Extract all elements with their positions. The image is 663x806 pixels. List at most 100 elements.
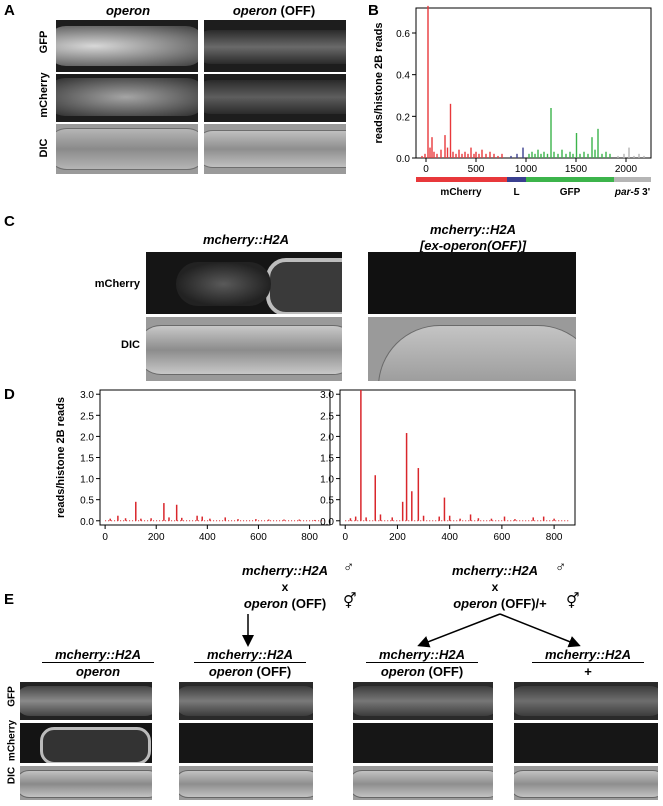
cross1-x: x — [281, 580, 289, 594]
micrograph-a-gfp-operon — [56, 20, 198, 72]
micrograph-e2-dic — [179, 766, 313, 800]
panel-b-track-segment — [416, 177, 507, 182]
micrograph-e3-dic — [353, 766, 493, 800]
panel-d-right-ytick-label: 2.5 — [320, 411, 334, 422]
genotype1-line — [42, 662, 154, 663]
panel-d-left-xtick-label: 600 — [250, 532, 267, 543]
panel-d-right-xtick-label: 800 — [546, 532, 563, 543]
micrograph-e1-mcherry — [20, 723, 152, 763]
cross2-x: x — [491, 580, 499, 594]
micrograph-a-gfp-operon-off — [204, 20, 346, 72]
cross2-female-genotype: operon (OFF)/+ — [453, 596, 547, 611]
panel-c-header-mcherry-h2a: mcherry::H2A — [203, 232, 289, 247]
panel-a-row-mcherry: mCherry — [38, 72, 50, 118]
panel-b-track-segment — [526, 177, 614, 182]
panel-d-ylabel: reads/histone 2B reads — [55, 397, 67, 518]
panel-b-frame — [415, 7, 652, 159]
micrograph-a-dic-operon — [56, 124, 198, 174]
panel-d-left-xtick-label: 200 — [148, 532, 165, 543]
panel-b-ytick-label: 0.6 — [396, 29, 410, 40]
panel-b-ylabel: reads/histone 2B reads — [373, 22, 385, 143]
panel-d-right-ytick-label: 1.5 — [320, 454, 334, 465]
micrograph-c-mcherry-h2a — [146, 252, 342, 314]
cross1-female-genotype: operon (OFF) — [243, 596, 327, 611]
panel-b-ytick-label: 0.0 — [396, 154, 410, 165]
panel-b-track-label-linker: L — [513, 187, 519, 198]
panel-d-right-ytick-label: 1.0 — [320, 475, 334, 486]
panel-label-b: B — [368, 2, 379, 19]
panel-b-xtick-label: 500 — [468, 164, 485, 175]
panel-a-row-gfp: GFP — [38, 30, 50, 54]
panel-c-header-mcherry-h2a-2: mcherry::H2A — [430, 222, 516, 237]
genotype1-top: mcherry::H2A — [55, 647, 141, 662]
panel-c-row-mcherry: mCherry — [94, 278, 140, 290]
panel-d-left-ytick-label: 1.0 — [80, 475, 94, 486]
panel-b-coverage-chart: 0.0 0.2 0.4 0.6 0 500 1000 1500 2000 reads/histon… — [373, 5, 652, 198]
panel-d-right-xtick-label: 200 — [389, 532, 406, 543]
panel-d-left-ytick-label: 2.5 — [80, 411, 94, 422]
panel-d-left-ytick-label: 3.0 — [80, 390, 94, 401]
genotype2-top: mcherry::H2A — [207, 647, 293, 662]
genotype2-line — [194, 662, 306, 663]
micrograph-e2-mcherry — [179, 723, 313, 763]
cross1-male-genotype: mcherry::H2A — [242, 563, 328, 578]
panel-b-xtick-label: 1500 — [565, 164, 588, 175]
panel-d-left-ytick-label: 0.0 — [80, 517, 94, 528]
panel-label-d: D — [4, 386, 15, 403]
panel-d-left-frame — [99, 389, 331, 526]
panel-e-row-dic: DIC — [6, 766, 18, 785]
panel-b-xtick-label: 1000 — [515, 164, 538, 175]
panel-b-ytick-label: 0.2 — [396, 112, 410, 123]
genotype3-bottom: operon (OFF) — [380, 664, 464, 679]
panel-label-c: C — [4, 213, 15, 230]
micrograph-a-mcherry-operon-off — [204, 74, 346, 122]
genotype4-bottom: + — [584, 664, 592, 679]
micrograph-e1-dic — [20, 766, 152, 800]
panel-a-header-operon: operon — [105, 3, 151, 18]
micrograph-e3-mcherry — [353, 723, 493, 763]
panel-d-left-ytick-label: 2.0 — [80, 432, 94, 443]
arrow-cross2-left — [417, 613, 501, 648]
micrograph-c-dic-mcherry-h2a — [146, 317, 342, 381]
micrograph-a-dic-operon-off — [204, 124, 346, 174]
panel-b-track-segment — [614, 177, 651, 182]
panel-a-header-operon-off: operon (OFF) — [232, 3, 316, 18]
panel-b-track-label-par5: par-5 3' — [614, 187, 650, 198]
panel-c-row-dic: DIC — [121, 339, 140, 351]
panel-d-right-xtick-label: 600 — [494, 532, 511, 543]
micrograph-e4-gfp — [514, 682, 658, 720]
genotype4-top: mcherry::H2A — [545, 647, 631, 662]
panel-d-left-ytick-label: 0.5 — [80, 496, 94, 507]
cross1-male-symbol: ♂ — [343, 559, 355, 576]
cross1-herm-symbol: ⚥ — [343, 593, 357, 610]
cross-arrows — [242, 613, 581, 648]
genotype4-line — [532, 662, 644, 663]
micrograph-a-mcherry-operon — [56, 74, 198, 122]
panel-d-right-ytick-label: 2.0 — [320, 432, 334, 443]
panel-b-track-label-mcherry: mCherry — [440, 187, 482, 198]
panel-d-right-xtick-label: 400 — [441, 532, 458, 543]
micrograph-c-dic-ex-operon-off — [368, 317, 576, 381]
genotype3-line — [366, 662, 478, 663]
panel-b-xtick-label: 0 — [423, 164, 429, 175]
panel-a-row-dic: DIC — [38, 138, 50, 158]
panel-b-track-label-gfp: GFP — [560, 187, 581, 198]
genotype1-bottom: operon — [75, 664, 121, 679]
panel-d-right-ytick-label: 0.5 — [320, 496, 334, 507]
panel-b-track-segment — [507, 177, 526, 182]
cross2-male-symbol: ♂ — [555, 559, 567, 576]
micrograph-e1-gfp — [20, 682, 152, 720]
panel-d-left-xtick-label: 400 — [199, 532, 216, 543]
micrograph-e3-gfp — [353, 682, 493, 720]
genotype2-bottom: operon (OFF) — [208, 664, 292, 679]
panel-d-coverage-charts: 0.00.51.01.52.02.53.00 200 400 600 8000.00.5… — [55, 389, 576, 543]
arrow-cross2-right — [499, 613, 581, 648]
micrograph-e4-mcherry — [514, 723, 658, 763]
panel-d-right-ytick-label: 0.0 — [320, 517, 334, 528]
cross2-male-genotype: mcherry::H2A — [452, 563, 538, 578]
panel-d-right-ytick-label: 3.0 — [320, 390, 334, 401]
panel-label-e: E — [4, 591, 15, 608]
micrograph-e4-dic — [514, 766, 658, 800]
genotype3-top: mcherry::H2A — [379, 647, 465, 662]
micrograph-c-ex-operon-off — [368, 252, 576, 314]
